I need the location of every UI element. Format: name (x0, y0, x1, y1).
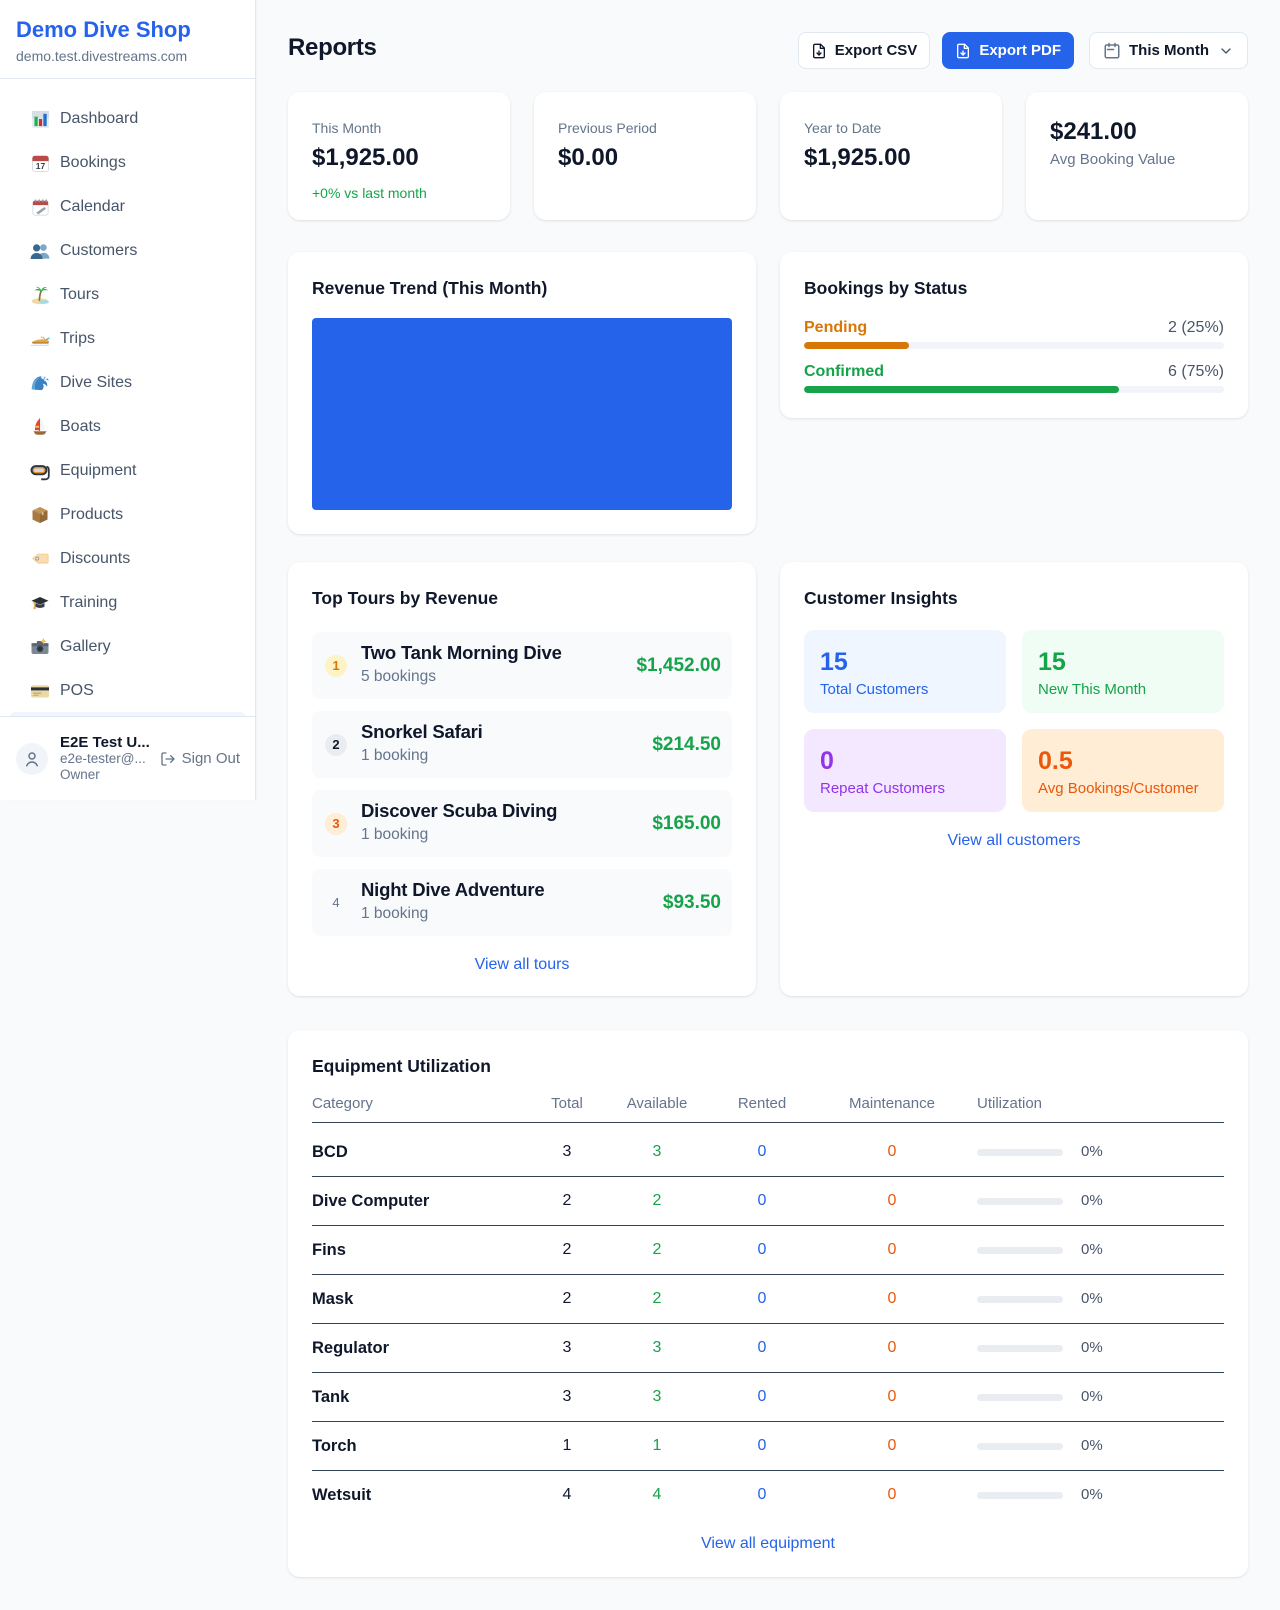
svg-text:17: 17 (35, 161, 45, 171)
